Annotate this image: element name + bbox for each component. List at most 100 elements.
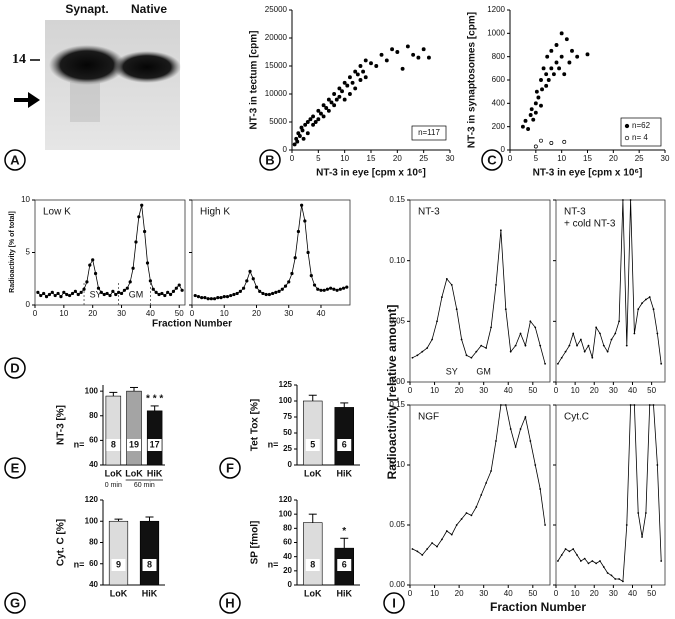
panel-title: High K	[200, 207, 230, 218]
y-tick-label: 15000	[265, 61, 288, 70]
note-box	[411, 125, 447, 141]
scatter-point	[342, 80, 347, 85]
data-point	[648, 296, 651, 298]
y-tick-label: 60	[89, 435, 98, 444]
data-point	[145, 261, 150, 265]
data-point	[519, 428, 522, 430]
arrow	[14, 92, 40, 108]
gel-band	[113, 51, 181, 83]
data-point	[648, 404, 651, 406]
y-tick-label: 0.15	[389, 195, 405, 204]
data-point	[416, 354, 419, 357]
n-value: 17	[150, 439, 160, 449]
scatter-point	[363, 75, 368, 80]
data-point	[504, 404, 507, 406]
data-point	[254, 285, 259, 289]
data-point	[622, 199, 624, 201]
data-point	[490, 470, 492, 472]
x-tick-label: 15	[367, 154, 376, 163]
x-tick-label: 40	[504, 386, 513, 395]
data-point	[618, 320, 621, 323]
x-tick-label: 30	[661, 154, 670, 163]
data-point	[316, 287, 320, 291]
data-point	[411, 356, 414, 359]
n-value: 8	[111, 439, 116, 449]
panel-title: NT-3	[564, 207, 586, 218]
data-point	[450, 284, 453, 286]
scatter-point	[549, 48, 554, 53]
scatter-point	[533, 101, 538, 106]
x-tick-label: 40	[317, 309, 326, 318]
n-box	[147, 439, 162, 451]
scatter-point	[585, 52, 590, 57]
data-point	[534, 326, 537, 329]
data-point	[157, 292, 161, 297]
data-point	[280, 287, 284, 291]
bar	[302, 400, 323, 466]
y-tick-label: 0.00	[389, 377, 405, 386]
data-point	[656, 332, 659, 335]
y-tick-label: 1000	[487, 28, 505, 37]
size-marker: 14	[12, 52, 26, 67]
data-point	[485, 347, 488, 349]
data-point	[572, 548, 575, 550]
data-point	[193, 293, 197, 298]
data-point	[622, 580, 624, 583]
scatter-point	[340, 89, 344, 94]
scatter-point	[523, 118, 528, 123]
data-point	[509, 428, 512, 430]
scatter-point	[295, 139, 300, 144]
scatter-point	[358, 78, 363, 82]
data-point	[564, 548, 567, 550]
region-label: GM	[129, 289, 144, 299]
data-point	[524, 344, 527, 347]
data-point	[455, 524, 458, 526]
data-point	[79, 290, 83, 294]
gel-image	[45, 20, 180, 150]
scatter-point	[379, 52, 384, 57]
data-point	[117, 290, 121, 294]
data-point	[203, 296, 207, 300]
data-point	[656, 464, 659, 466]
data-point	[134, 240, 138, 244]
y-tick-label: 25000	[265, 5, 288, 14]
data-point	[495, 440, 497, 442]
y-tick-label: 100	[85, 386, 99, 395]
scatter-point	[534, 89, 539, 94]
data-point	[450, 533, 453, 536]
data-point	[652, 404, 655, 406]
data-line	[195, 205, 347, 300]
plot-frame	[409, 404, 551, 586]
data-point	[232, 292, 236, 297]
panel-subtitle: + cold NT-3	[564, 219, 616, 230]
n-box	[337, 559, 352, 571]
data-point	[177, 283, 181, 287]
scatter-point	[539, 138, 543, 143]
data-point	[99, 290, 103, 294]
x-tick-label: 30	[446, 154, 455, 163]
scatter-point	[536, 95, 541, 100]
plot-frame	[409, 199, 551, 383]
data-point	[36, 290, 40, 294]
scatter-point	[353, 69, 358, 74]
data-point	[625, 344, 628, 347]
x-tick-label: 0	[554, 386, 559, 395]
data-point	[445, 277, 448, 280]
data-point	[576, 554, 578, 556]
x-tick-label: 0	[408, 386, 413, 395]
scatter-point	[337, 94, 342, 99]
data-point	[625, 524, 628, 526]
data-point	[251, 277, 255, 281]
x-tick-label: 40	[628, 386, 637, 395]
bar	[146, 410, 163, 466]
data-point	[465, 354, 468, 357]
data-point	[652, 308, 655, 311]
y-tick-label: 0	[283, 145, 288, 154]
data-point	[345, 285, 349, 289]
legend-label: n= 4	[632, 133, 648, 142]
data-point	[637, 512, 640, 514]
data-point	[325, 287, 330, 291]
scatter-point	[395, 50, 400, 54]
y-tick-label: 100	[279, 509, 293, 518]
panel-badge	[4, 457, 26, 479]
